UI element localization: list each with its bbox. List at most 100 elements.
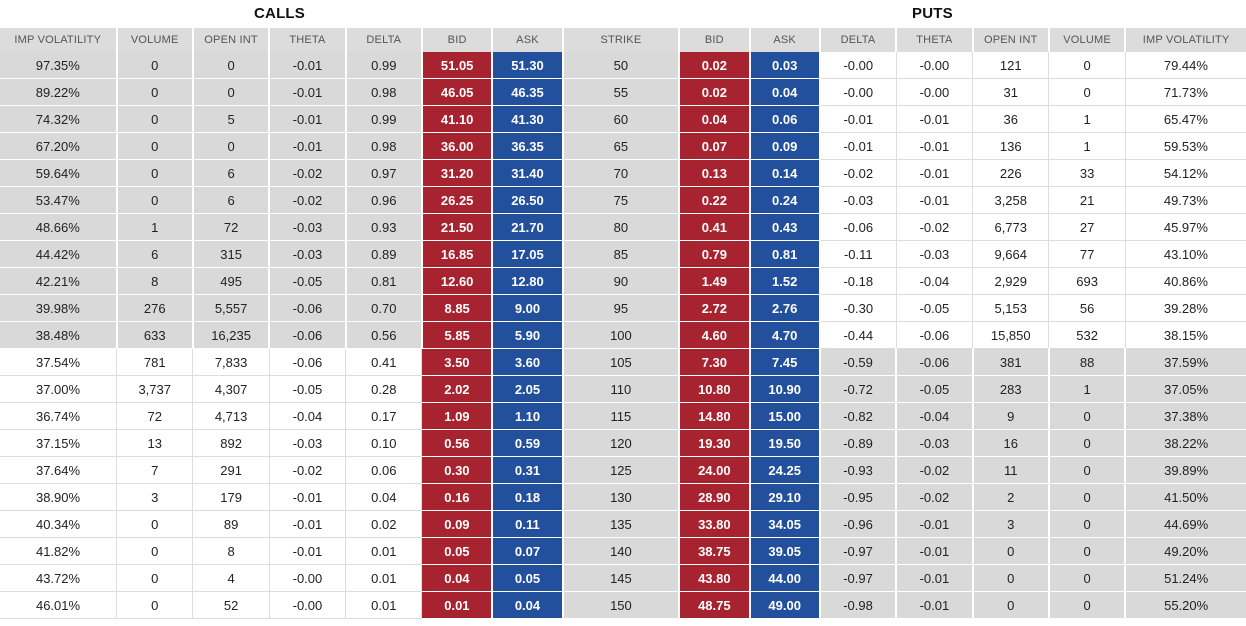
put-ask-cell[interactable]: 0.03: [749, 52, 821, 79]
put-bid-cell[interactable]: 4.60: [679, 321, 751, 349]
call-bid-cell[interactable]: 41.10: [421, 105, 494, 133]
option-row[interactable]: 37.54% 781 7,833 -0.06 0.41 3.50 3.60 105 7.30 7.…: [0, 348, 1246, 376]
call-bid-cell[interactable]: 5.85: [421, 321, 494, 349]
call-ask-cell[interactable]: 1.10: [492, 402, 564, 430]
put-bid-cell[interactable]: 38.75: [679, 537, 751, 565]
put-bid-cell[interactable]: 0.07: [679, 132, 751, 160]
call-bid-cell[interactable]: 21.50: [421, 213, 494, 241]
call-ask-cell[interactable]: 12.80: [492, 267, 564, 295]
call-ask-cell[interactable]: 0.11: [492, 510, 564, 538]
option-row[interactable]: 43.72% 0 4 -0.00 0.01 0.04 0.05 145 43.80 44.00 -0…: [0, 564, 1246, 592]
option-row[interactable]: 53.47% 0 6 -0.02 0.96 26.25 26.50 75 0.22 0.24 -0.…: [0, 186, 1246, 214]
option-row[interactable]: 67.20% 0 0 -0.01 0.98 36.00 36.35 65 0.07 0.09 -0.…: [0, 132, 1246, 160]
call-ask-cell[interactable]: 0.05: [492, 564, 564, 592]
call-ask-cell[interactable]: 9.00: [492, 294, 564, 322]
column-header-calls-ask[interactable]: ASK: [492, 28, 564, 52]
column-header-calls-open-int[interactable]: OPEN INT: [192, 28, 271, 52]
option-row[interactable]: 40.34% 0 89 -0.01 0.02 0.09 0.11 135 33.80 34.05-…: [0, 510, 1246, 538]
column-header-puts-iv[interactable]: IMP VOLATILITY: [1125, 28, 1246, 52]
option-row[interactable]: 74.32% 0 5 -0.01 0.99 41.10 41.30 60 0.04 0.06 -0.…: [0, 105, 1246, 133]
put-ask-cell[interactable]: 19.50: [749, 429, 821, 457]
put-ask-cell[interactable]: 1.52: [749, 267, 821, 295]
call-ask-cell[interactable]: 0.04: [492, 591, 564, 619]
call-bid-cell[interactable]: 31.20: [421, 159, 494, 187]
put-ask-cell[interactable]: 4.70: [749, 321, 821, 349]
call-ask-cell[interactable]: 31.40: [492, 159, 564, 187]
put-ask-cell[interactable]: 34.05: [749, 510, 821, 538]
put-bid-cell[interactable]: 2.72: [679, 294, 751, 322]
column-header-calls-theta[interactable]: THETA: [269, 28, 347, 52]
call-ask-cell[interactable]: 21.70: [492, 213, 564, 241]
put-bid-cell[interactable]: 24.00: [679, 456, 751, 484]
option-row[interactable]: 36.74% 72 4,713 -0.04 0.17 1.09 1.10 115 14.80 15…: [0, 402, 1246, 430]
option-row[interactable]: 39.98% 276 5,557 -0.06 0.70 8.85 9.00 95 2.72 2.7…: [0, 294, 1246, 322]
put-ask-cell[interactable]: 0.24: [749, 186, 821, 214]
call-ask-cell[interactable]: 17.05: [492, 240, 564, 268]
call-bid-cell[interactable]: 0.05: [421, 537, 494, 565]
put-ask-cell[interactable]: 29.10: [749, 483, 821, 511]
call-ask-cell[interactable]: 0.31: [492, 456, 564, 484]
option-row[interactable]: 38.90% 3 179 -0.01 0.04 0.16 0.18 130 28.90 29.10…: [0, 483, 1246, 511]
option-row[interactable]: 97.35% 0 0 -0.01 0.99 51.05 51.30 50 0.02 0.03 -0.…: [0, 52, 1246, 79]
put-ask-cell[interactable]: 0.43: [749, 213, 821, 241]
put-bid-cell[interactable]: 33.80: [679, 510, 751, 538]
call-ask-cell[interactable]: 41.30: [492, 105, 564, 133]
put-ask-cell[interactable]: 0.04: [749, 78, 821, 106]
call-bid-cell[interactable]: 0.56: [421, 429, 494, 457]
call-bid-cell[interactable]: 51.05: [421, 52, 494, 79]
option-row[interactable]: 59.64% 0 6 -0.02 0.97 31.20 31.40 70 0.13 0.14 -0.…: [0, 159, 1246, 187]
call-ask-cell[interactable]: 0.59: [492, 429, 564, 457]
column-header-puts-theta[interactable]: THETA: [896, 28, 974, 52]
put-ask-cell[interactable]: 0.09: [749, 132, 821, 160]
column-header-calls-delta[interactable]: DELTA: [345, 28, 423, 52]
call-ask-cell[interactable]: 46.35: [492, 78, 564, 106]
put-ask-cell[interactable]: 0.14: [749, 159, 821, 187]
column-header-strike[interactable]: STRIKE: [562, 28, 681, 52]
column-header-puts-volume[interactable]: VOLUME: [1048, 28, 1127, 52]
put-ask-cell[interactable]: 0.81: [749, 240, 821, 268]
call-ask-cell[interactable]: 51.30: [492, 52, 564, 79]
put-ask-cell[interactable]: 39.05: [749, 537, 821, 565]
put-ask-cell[interactable]: 10.90: [749, 375, 821, 403]
call-bid-cell[interactable]: 1.09: [421, 402, 494, 430]
call-bid-cell[interactable]: 0.09: [421, 510, 494, 538]
put-ask-cell[interactable]: 7.45: [749, 348, 821, 376]
call-bid-cell[interactable]: 2.02: [421, 375, 494, 403]
call-bid-cell[interactable]: 46.05: [421, 78, 494, 106]
option-row[interactable]: 38.48% 633 16,235 -0.06 0.56 5.85 5.90 100 4.60 4…: [0, 321, 1246, 349]
call-ask-cell[interactable]: 3.60: [492, 348, 564, 376]
put-bid-cell[interactable]: 0.13: [679, 159, 751, 187]
put-bid-cell[interactable]: 0.41: [679, 213, 751, 241]
option-row[interactable]: 48.66% 1 72 -0.03 0.93 21.50 21.70 80 0.41 0.43 -0…: [0, 213, 1246, 241]
option-row[interactable]: 44.42% 6 315 -0.03 0.89 16.85 17.05 85 0.79 0.81-…: [0, 240, 1246, 268]
call-bid-cell[interactable]: 12.60: [421, 267, 494, 295]
put-bid-cell[interactable]: 7.30: [679, 348, 751, 376]
column-header-calls-bid[interactable]: BID: [421, 28, 494, 52]
put-ask-cell[interactable]: 15.00: [749, 402, 821, 430]
call-bid-cell[interactable]: 0.30: [421, 456, 494, 484]
call-ask-cell[interactable]: 2.05: [492, 375, 564, 403]
option-row[interactable]: 89.22% 0 0 -0.01 0.98 46.05 46.35 55 0.02 0.04 -0.…: [0, 78, 1246, 106]
put-bid-cell[interactable]: 0.22: [679, 186, 751, 214]
put-bid-cell[interactable]: 19.30: [679, 429, 751, 457]
put-ask-cell[interactable]: 49.00: [749, 591, 821, 619]
put-bid-cell[interactable]: 0.79: [679, 240, 751, 268]
option-row[interactable]: 37.15% 13 892 -0.03 0.10 0.56 0.59 120 19.30 19.5…: [0, 429, 1246, 457]
call-bid-cell[interactable]: 0.04: [421, 564, 494, 592]
option-row[interactable]: 46.01% 0 52 -0.00 0.01 0.01 0.04 150 48.75 49.00-…: [0, 591, 1246, 619]
call-ask-cell[interactable]: 26.50: [492, 186, 564, 214]
put-bid-cell[interactable]: 1.49: [679, 267, 751, 295]
option-row[interactable]: 37.00% 3,737 4,307 -0.05 0.28 2.02 2.05 110 10.8…: [0, 375, 1246, 403]
call-ask-cell[interactable]: 5.90: [492, 321, 564, 349]
call-bid-cell[interactable]: 3.50: [421, 348, 494, 376]
call-ask-cell[interactable]: 0.07: [492, 537, 564, 565]
option-row[interactable]: 37.64% 7 291 -0.02 0.06 0.30 0.31 125 24.00 24.25…: [0, 456, 1246, 484]
option-row[interactable]: 41.82% 0 8 -0.01 0.01 0.05 0.07 140 38.75 39.05 -0…: [0, 537, 1246, 565]
put-bid-cell[interactable]: 0.04: [679, 105, 751, 133]
put-bid-cell[interactable]: 0.02: [679, 78, 751, 106]
put-bid-cell[interactable]: 48.75: [679, 591, 751, 619]
put-bid-cell[interactable]: 10.80: [679, 375, 751, 403]
put-bid-cell[interactable]: 0.02: [679, 52, 751, 79]
put-bid-cell[interactable]: 28.90: [679, 483, 751, 511]
column-header-puts-ask[interactable]: ASK: [749, 28, 821, 52]
